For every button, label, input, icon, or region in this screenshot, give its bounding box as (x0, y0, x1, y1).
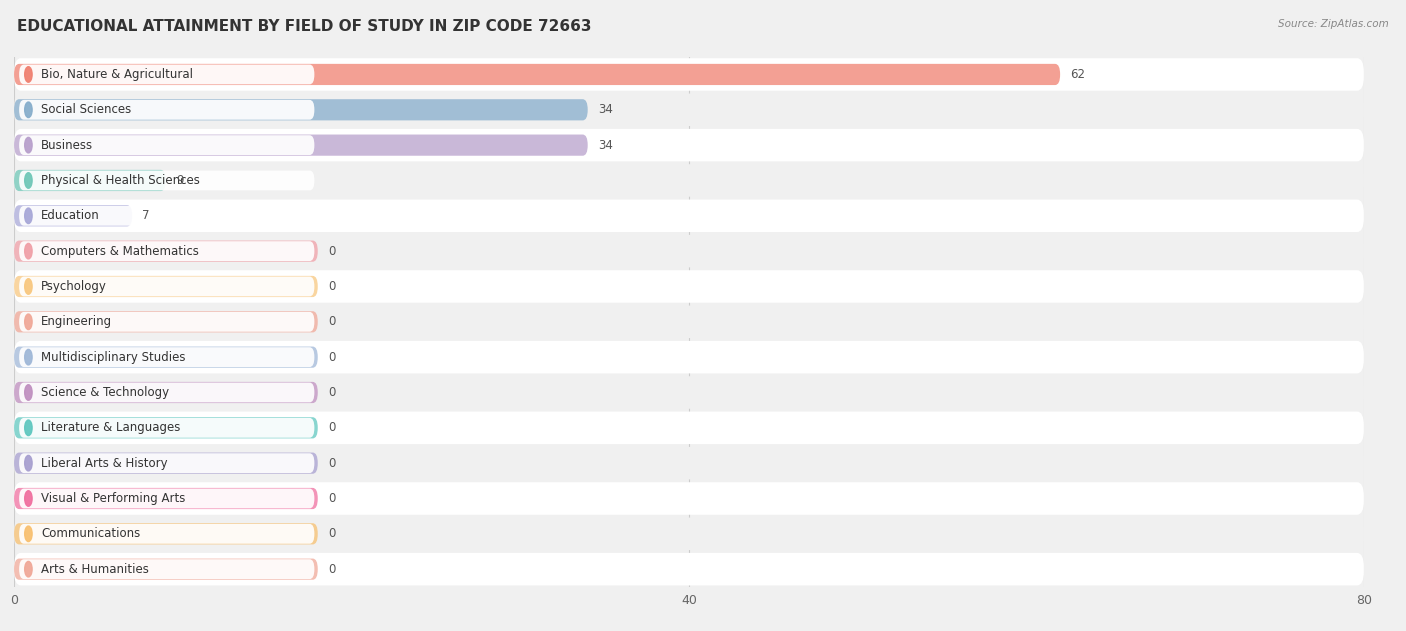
FancyBboxPatch shape (14, 164, 1364, 197)
Text: 0: 0 (328, 528, 335, 540)
FancyBboxPatch shape (14, 417, 318, 439)
Text: 0: 0 (328, 351, 335, 363)
FancyBboxPatch shape (14, 93, 1364, 126)
Text: Communications: Communications (41, 528, 141, 540)
Circle shape (25, 138, 32, 153)
FancyBboxPatch shape (14, 170, 166, 191)
FancyBboxPatch shape (14, 235, 1364, 268)
Text: Engineering: Engineering (41, 316, 112, 328)
FancyBboxPatch shape (14, 447, 1364, 480)
Circle shape (25, 67, 32, 82)
FancyBboxPatch shape (20, 276, 315, 297)
FancyBboxPatch shape (20, 488, 315, 509)
FancyBboxPatch shape (14, 58, 1364, 91)
Text: 0: 0 (328, 245, 335, 257)
FancyBboxPatch shape (14, 488, 318, 509)
FancyBboxPatch shape (14, 376, 1364, 409)
FancyBboxPatch shape (14, 311, 318, 333)
FancyBboxPatch shape (14, 482, 1364, 515)
FancyBboxPatch shape (20, 382, 315, 403)
FancyBboxPatch shape (14, 553, 1364, 586)
FancyBboxPatch shape (14, 240, 318, 262)
Circle shape (25, 173, 32, 188)
Text: 0: 0 (328, 280, 335, 293)
Text: Psychology: Psychology (41, 280, 107, 293)
Circle shape (25, 314, 32, 329)
Text: 34: 34 (598, 103, 613, 116)
FancyBboxPatch shape (14, 305, 1364, 338)
FancyBboxPatch shape (14, 276, 318, 297)
Circle shape (25, 208, 32, 223)
Text: Business: Business (41, 139, 93, 151)
Text: 0: 0 (328, 422, 335, 434)
Text: 62: 62 (1070, 68, 1085, 81)
Circle shape (25, 350, 32, 365)
Circle shape (25, 102, 32, 117)
FancyBboxPatch shape (20, 418, 315, 438)
Circle shape (25, 420, 32, 435)
Text: 9: 9 (176, 174, 184, 187)
Circle shape (25, 526, 32, 541)
Text: Literature & Languages: Literature & Languages (41, 422, 180, 434)
Text: Source: ZipAtlas.com: Source: ZipAtlas.com (1278, 19, 1389, 29)
FancyBboxPatch shape (14, 270, 1364, 303)
FancyBboxPatch shape (14, 382, 318, 403)
Text: 0: 0 (328, 563, 335, 575)
FancyBboxPatch shape (14, 558, 318, 580)
FancyBboxPatch shape (20, 135, 315, 155)
FancyBboxPatch shape (20, 347, 315, 367)
Text: 34: 34 (598, 139, 613, 151)
Circle shape (25, 244, 32, 259)
Circle shape (25, 562, 32, 577)
Text: EDUCATIONAL ATTAINMENT BY FIELD OF STUDY IN ZIP CODE 72663: EDUCATIONAL ATTAINMENT BY FIELD OF STUDY… (17, 19, 592, 34)
Circle shape (25, 456, 32, 471)
Text: 0: 0 (328, 316, 335, 328)
FancyBboxPatch shape (20, 100, 315, 120)
FancyBboxPatch shape (20, 453, 315, 473)
FancyBboxPatch shape (20, 524, 315, 544)
Text: Multidisciplinary Studies: Multidisciplinary Studies (41, 351, 186, 363)
FancyBboxPatch shape (14, 99, 588, 121)
Circle shape (25, 385, 32, 400)
Text: Bio, Nature & Agricultural: Bio, Nature & Agricultural (41, 68, 193, 81)
FancyBboxPatch shape (14, 411, 1364, 444)
FancyBboxPatch shape (20, 312, 315, 332)
Text: Computers & Mathematics: Computers & Mathematics (41, 245, 198, 257)
FancyBboxPatch shape (14, 129, 1364, 162)
FancyBboxPatch shape (20, 559, 315, 579)
Circle shape (25, 491, 32, 506)
FancyBboxPatch shape (20, 170, 315, 191)
Text: Liberal Arts & History: Liberal Arts & History (41, 457, 167, 469)
Circle shape (25, 279, 32, 294)
FancyBboxPatch shape (14, 346, 318, 368)
FancyBboxPatch shape (14, 452, 318, 474)
Text: Physical & Health Sciences: Physical & Health Sciences (41, 174, 200, 187)
Text: 0: 0 (328, 457, 335, 469)
FancyBboxPatch shape (20, 64, 315, 85)
Text: 0: 0 (328, 492, 335, 505)
FancyBboxPatch shape (20, 206, 315, 226)
FancyBboxPatch shape (14, 64, 1060, 85)
FancyBboxPatch shape (20, 241, 315, 261)
FancyBboxPatch shape (14, 341, 1364, 374)
FancyBboxPatch shape (14, 199, 1364, 232)
Text: Science & Technology: Science & Technology (41, 386, 169, 399)
Text: Education: Education (41, 209, 100, 222)
Text: Social Sciences: Social Sciences (41, 103, 131, 116)
FancyBboxPatch shape (14, 523, 318, 545)
FancyBboxPatch shape (14, 134, 588, 156)
FancyBboxPatch shape (14, 205, 132, 227)
Text: 7: 7 (142, 209, 150, 222)
Text: Visual & Performing Arts: Visual & Performing Arts (41, 492, 186, 505)
FancyBboxPatch shape (14, 517, 1364, 550)
Text: Arts & Humanities: Arts & Humanities (41, 563, 149, 575)
Text: 0: 0 (328, 386, 335, 399)
